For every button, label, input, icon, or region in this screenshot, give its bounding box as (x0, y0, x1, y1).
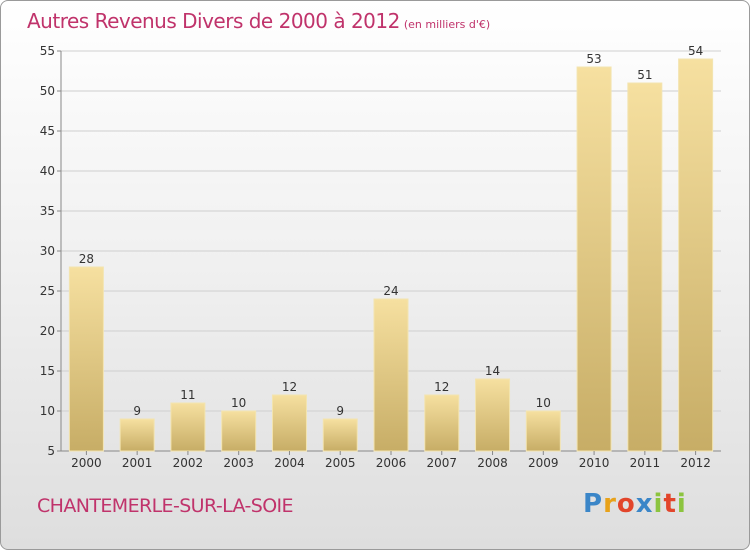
y-tick-label-20: 20 (40, 324, 55, 338)
x-tick-label-2009: 2009 (528, 456, 559, 470)
logo-letter: i (676, 489, 687, 519)
y-tick-label-55: 55 (40, 44, 55, 58)
y-tick-label-35: 35 (40, 204, 55, 218)
y-tick-label-5: 5 (47, 444, 55, 458)
data-label-2002: 11 (180, 388, 195, 402)
x-tick-label-2010: 2010 (579, 456, 610, 470)
bar-2000 (68, 266, 104, 452)
y-tick-label-50: 50 (40, 84, 55, 98)
data-label-2005: 9 (336, 404, 344, 418)
chart-unit: (en milliers d'€) (403, 18, 491, 31)
x-tick-label-2005: 2005 (325, 456, 356, 470)
data-label-2000: 28 (79, 252, 94, 266)
y-tick-label-45: 45 (40, 124, 55, 138)
logo-letter: t (663, 489, 677, 519)
data-label-2009: 10 (536, 396, 551, 410)
bar-2006 (373, 298, 409, 452)
x-tick-label-2002: 2002 (173, 456, 204, 470)
x-tick-label-2007: 2007 (426, 456, 457, 470)
bar-2011 (627, 82, 663, 452)
logo-letter: x (635, 489, 654, 519)
data-label-2010: 53 (586, 52, 601, 66)
bar-2010 (576, 66, 612, 452)
data-label-2001: 9 (133, 404, 141, 418)
bar-2012 (678, 58, 714, 452)
x-tick-label-2000: 2000 (71, 456, 102, 470)
x-tick-label-2003: 2003 (223, 456, 254, 470)
data-label-2008: 14 (485, 364, 500, 378)
y-tick-label-30: 30 (40, 244, 55, 258)
bar-2003 (221, 410, 257, 452)
x-tick-label-2006: 2006 (376, 456, 407, 470)
x-tick-label-2004: 2004 (274, 456, 305, 470)
logo-letter: P (583, 489, 604, 519)
data-label-2012: 54 (688, 44, 703, 58)
logo-letter: r (603, 489, 617, 519)
y-tick-label-25: 25 (40, 284, 55, 298)
commune-name: CHANTEMERLE-SUR-LA-SOIE (37, 495, 294, 517)
bar-2004 (271, 394, 307, 452)
logo-letter: i (653, 489, 664, 519)
chart-title: Autres Revenus Divers de 2000 à 2012 (en … (27, 9, 490, 33)
data-label-2006: 24 (383, 284, 398, 298)
chart-title-text: Autres Revenus Divers de 2000 à 2012 (27, 9, 400, 33)
x-tick-label-2001: 2001 (122, 456, 153, 470)
x-tick-label-2008: 2008 (477, 456, 508, 470)
y-tick-label-40: 40 (40, 164, 55, 178)
bar-2008 (475, 378, 511, 452)
bar-2001 (119, 418, 155, 452)
x-tick-label-2011: 2011 (630, 456, 661, 470)
y-tick-label-15: 15 (40, 364, 55, 378)
bar-2009 (525, 410, 561, 452)
data-label-2011: 51 (637, 68, 652, 82)
proxiti-logo: Proxiti (583, 489, 687, 519)
x-tick-label-2012: 2012 (680, 456, 711, 470)
bar-2005 (322, 418, 358, 452)
data-label-2004: 12 (282, 380, 297, 394)
bar-2002 (170, 402, 206, 452)
y-tick-label-10: 10 (40, 404, 55, 418)
data-label-2003: 10 (231, 396, 246, 410)
logo-letter: o (616, 489, 636, 519)
data-label-2007: 12 (434, 380, 449, 394)
bar-2007 (424, 394, 460, 452)
